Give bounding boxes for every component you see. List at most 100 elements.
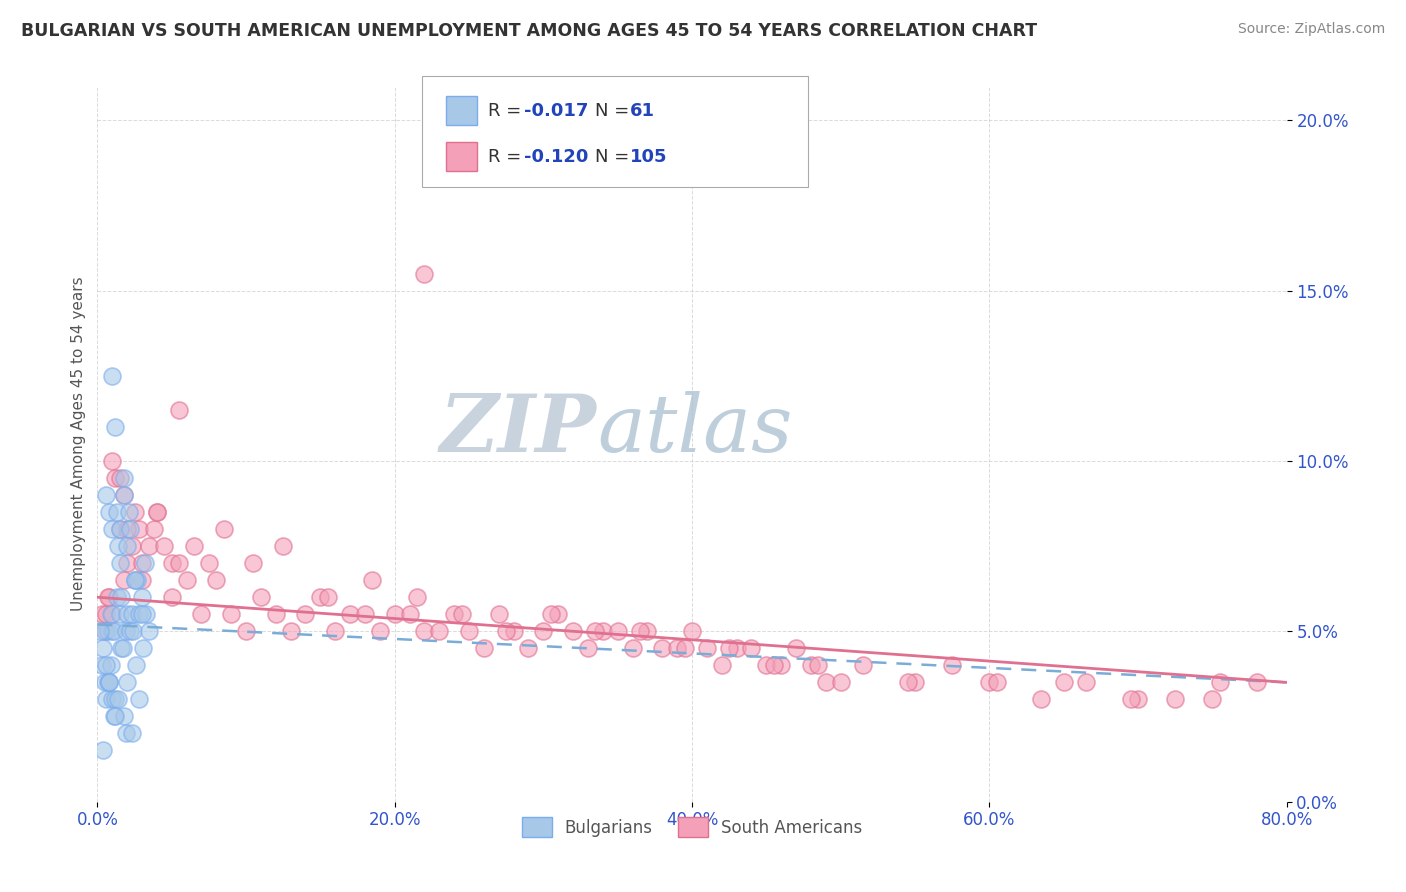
- Point: [98, 675, 121, 690]
- Point: [101, 368, 124, 383]
- Point: [125, 658, 148, 673]
- Point: [770, 658, 793, 673]
- Point: [1126, 692, 1149, 706]
- Point: [354, 607, 377, 622]
- Point: [316, 591, 339, 605]
- Point: [384, 607, 406, 622]
- Point: [89, 624, 111, 639]
- Point: [576, 641, 599, 656]
- Point: [105, 505, 128, 519]
- Point: [896, 675, 918, 690]
- Point: [94, 624, 117, 639]
- Point: [134, 556, 156, 570]
- Point: [979, 675, 1001, 690]
- Point: [339, 607, 361, 622]
- Point: [1052, 675, 1074, 690]
- Point: [696, 641, 718, 656]
- Point: [531, 624, 554, 639]
- Point: [101, 522, 124, 536]
- Point: [830, 675, 852, 690]
- Point: [636, 624, 658, 639]
- Point: [107, 539, 129, 553]
- Point: [785, 641, 807, 656]
- Text: BULGARIAN VS SOUTH AMERICAN UNEMPLOYMENT AMONG AGES 45 TO 54 YEARS CORRELATION C: BULGARIAN VS SOUTH AMERICAN UNEMPLOYMENT…: [21, 22, 1038, 40]
- Point: [583, 624, 606, 639]
- Point: [91, 641, 114, 656]
- Point: [115, 607, 138, 622]
- Text: R =: R =: [488, 102, 527, 120]
- Point: [235, 624, 257, 639]
- Point: [280, 624, 302, 639]
- Point: [110, 591, 132, 605]
- Point: [98, 675, 121, 690]
- Point: [114, 624, 136, 639]
- Point: [114, 726, 136, 740]
- Point: [807, 658, 830, 673]
- Point: [1164, 692, 1187, 706]
- Point: [941, 658, 963, 673]
- Point: [673, 641, 696, 656]
- Point: [135, 607, 157, 622]
- Point: [108, 522, 131, 536]
- Point: [547, 607, 569, 622]
- Point: [146, 505, 169, 519]
- Point: [651, 641, 673, 656]
- Point: [986, 675, 1008, 690]
- Point: [115, 556, 138, 570]
- Point: [124, 573, 146, 587]
- Point: [90, 607, 112, 622]
- Point: [1031, 692, 1053, 706]
- Point: [112, 488, 135, 502]
- Point: [127, 573, 149, 587]
- Point: [121, 539, 143, 553]
- Point: [176, 573, 198, 587]
- Point: [131, 556, 153, 570]
- Point: [131, 573, 153, 587]
- Point: [681, 624, 703, 639]
- Point: [97, 624, 120, 639]
- Point: [104, 709, 127, 723]
- Point: [120, 522, 142, 536]
- Point: [138, 624, 160, 639]
- Point: [146, 505, 169, 519]
- Point: [458, 624, 481, 639]
- Point: [153, 539, 176, 553]
- Point: [101, 607, 124, 622]
- Point: [104, 471, 127, 485]
- Point: [167, 556, 190, 570]
- Point: [852, 658, 875, 673]
- Text: 105: 105: [630, 148, 668, 166]
- Point: [128, 607, 150, 622]
- Point: [117, 505, 139, 519]
- Point: [621, 641, 644, 656]
- Point: [710, 658, 733, 673]
- Point: [128, 692, 150, 706]
- Point: [205, 573, 228, 587]
- Text: Source: ZipAtlas.com: Source: ZipAtlas.com: [1237, 22, 1385, 37]
- Point: [121, 607, 143, 622]
- Y-axis label: Unemployment Among Ages 45 to 54 years: Unemployment Among Ages 45 to 54 years: [72, 277, 86, 611]
- Point: [108, 607, 131, 622]
- Point: [427, 624, 450, 639]
- Point: [160, 556, 183, 570]
- Point: [904, 675, 927, 690]
- Point: [100, 607, 122, 622]
- Point: [517, 641, 540, 656]
- Point: [755, 658, 778, 673]
- Point: [1246, 675, 1268, 690]
- Text: N =: N =: [595, 148, 634, 166]
- Point: [443, 607, 465, 622]
- Point: [112, 573, 135, 587]
- Point: [131, 607, 153, 622]
- Point: [132, 641, 155, 656]
- Point: [309, 591, 332, 605]
- Point: [1119, 692, 1142, 706]
- Point: [718, 641, 741, 656]
- Point: [762, 658, 785, 673]
- Point: [91, 743, 114, 757]
- Point: [666, 641, 689, 656]
- Point: [1074, 675, 1097, 690]
- Point: [183, 539, 205, 553]
- Point: [96, 607, 118, 622]
- Point: [495, 624, 517, 639]
